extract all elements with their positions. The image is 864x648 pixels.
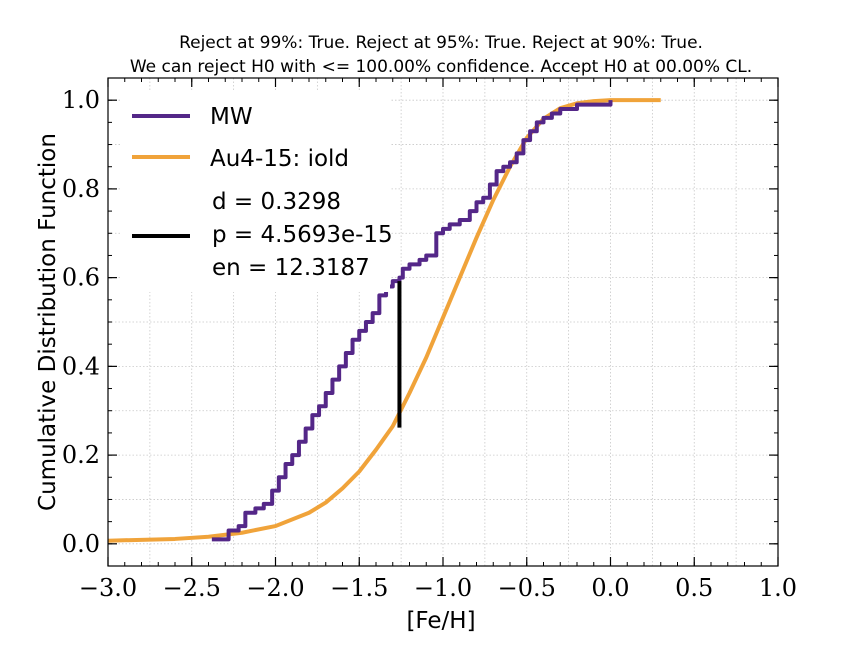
series-layer — [107, 98, 661, 543]
legend-label-au4-15: Au4-15: iold — [210, 146, 349, 172]
series-line-mw — [211, 100, 613, 542]
y-tick-label: 0.8 — [62, 175, 100, 203]
chart-subtitle: We can reject H0 with <= 100.00% confide… — [130, 57, 752, 77]
x-tick-label: −2.0 — [246, 574, 304, 602]
x-tick-label: −1.5 — [330, 574, 388, 602]
x-tick-label: 0.0 — [591, 574, 629, 602]
y-tick-label: 0.2 — [62, 441, 100, 469]
x-tick-label: −0.5 — [498, 574, 556, 602]
x-tick-label: 1.0 — [759, 574, 797, 602]
x-tick-label: 0.5 — [675, 574, 713, 602]
x-axis-label: [Fe/H] — [406, 608, 475, 634]
legend-background — [120, 92, 390, 292]
y-tick-label: 1.0 — [62, 86, 100, 114]
y-tick-label: 0.4 — [62, 352, 100, 380]
y-axis-label: Cumulative Distribution Function — [35, 133, 61, 511]
y-tick-label: 0.6 — [62, 264, 100, 292]
legend-stat-p: p = 4.5693e-15 — [212, 222, 393, 248]
legend-stat-d: d = 0.3298 — [212, 189, 341, 215]
axis-ticks: −3.0 −2.5 −2.0 −1.5 −1.0 −0.5 0.0 0.5 1.0 0.0 0.2 0… — [62, 78, 797, 602]
x-tick-label: −2.5 — [163, 574, 221, 602]
legend-stat-en: en = 12.3187 — [212, 255, 370, 281]
legend-label-mw: MW — [210, 104, 253, 130]
chart-title: Reject at 99%: True. Reject at 95%: True… — [179, 33, 703, 53]
legend: MW Au4-15: iold d = 0.3298 p = 4.5693e-1… — [120, 92, 393, 292]
y-tick-label: 0.0 — [62, 530, 100, 558]
x-tick-label: −3.0 — [79, 574, 137, 602]
plot-frame — [107, 77, 779, 567]
series-line-au4-15 — [107, 98, 661, 543]
x-tick-label: −1.0 — [414, 574, 472, 602]
